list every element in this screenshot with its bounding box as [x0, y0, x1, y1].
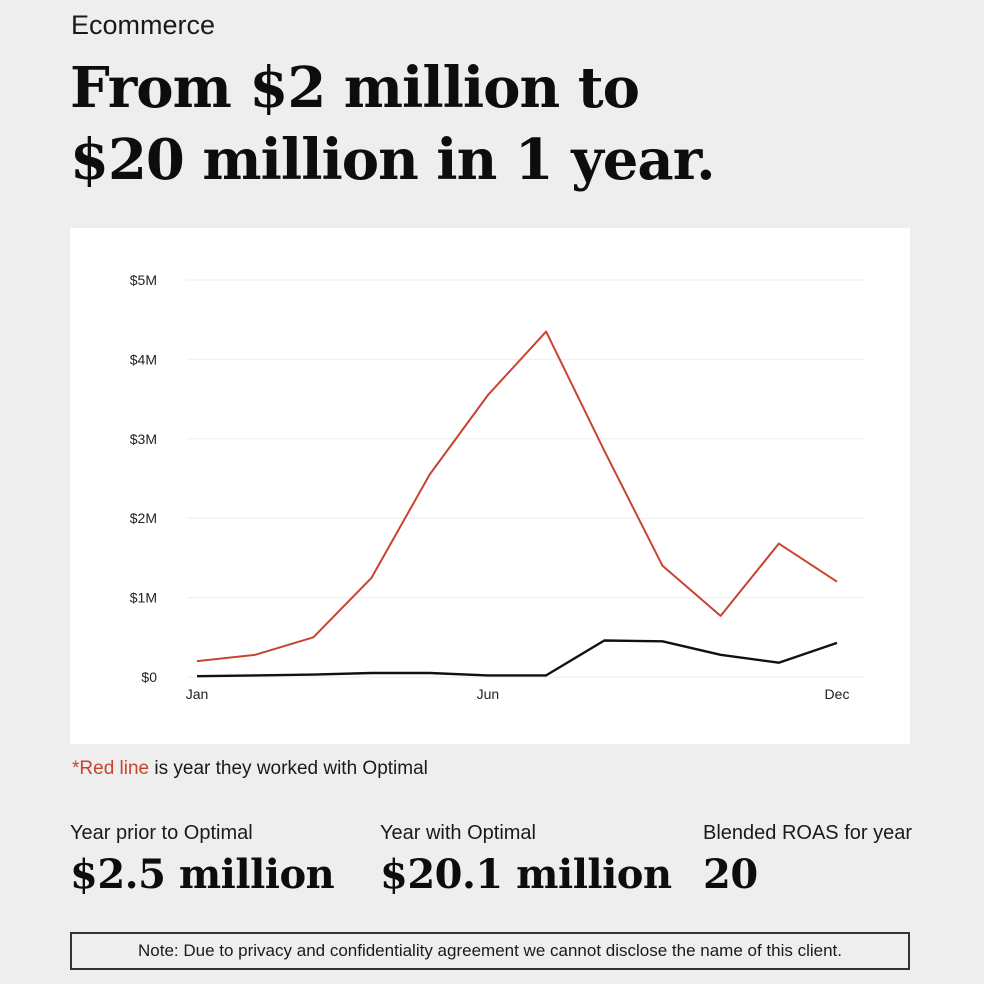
headline-line-2: $20 million in 1 year.: [70, 127, 716, 193]
stat-label-prior: Year prior to Optimal: [70, 822, 253, 844]
stat-label-roas: Blended ROAS for year: [703, 822, 912, 844]
stat-value-prior: $2.5 million: [70, 851, 335, 898]
headline: From $2 million to $20 million in 1 year…: [70, 52, 716, 196]
x-tick-label: Jan: [186, 686, 209, 702]
y-tick-label: $3M: [130, 431, 157, 447]
y-tick-label: $4M: [130, 351, 157, 367]
x-axis-ticks: Jan Jun Dec: [186, 686, 850, 702]
revenue-chart-card: $0 $1M $2M $3M $4M $5M Jan Jun Dec: [70, 228, 910, 744]
chart-footnote: *Red line is year they worked with Optim…: [72, 758, 428, 780]
stat-label-optimal: Year with Optimal: [380, 822, 536, 844]
series-line-with-optimal: [196, 330, 838, 663]
stat-roas: Blended ROAS for year 20: [703, 822, 912, 898]
stat-value-roas: 20: [703, 851, 758, 898]
category-label: Ecommerce: [71, 10, 216, 40]
y-axis-ticks: $0 $1M $2M $3M $4M $5M: [130, 272, 157, 685]
grid-layer: [187, 279, 865, 678]
privacy-note: Note: Due to privacy and confidentiality…: [70, 932, 910, 970]
stat-prior-year: Year prior to Optimal $2.5 million: [70, 822, 335, 898]
y-tick-label: $1M: [130, 590, 157, 606]
stat-optimal-year: Year with Optimal $20.1 million: [380, 822, 672, 898]
y-tick-label: $5M: [130, 272, 157, 288]
series-line-prior-year: [196, 639, 838, 678]
series-layer: [196, 330, 838, 678]
headline-line-1: From $2 million to: [70, 55, 640, 121]
footnote-highlight: Red line: [79, 758, 150, 779]
footnote-asterisk: *: [72, 758, 80, 779]
y-tick-label: $0: [141, 669, 157, 685]
revenue-line-chart: $0 $1M $2M $3M $4M $5M Jan Jun Dec: [130, 272, 865, 702]
x-tick-label: Jun: [477, 686, 500, 702]
y-tick-label: $2M: [130, 510, 157, 526]
x-tick-label: Dec: [825, 686, 850, 702]
stat-value-optimal: $20.1 million: [380, 851, 672, 898]
footnote-text: is year they worked with Optimal: [149, 758, 428, 779]
